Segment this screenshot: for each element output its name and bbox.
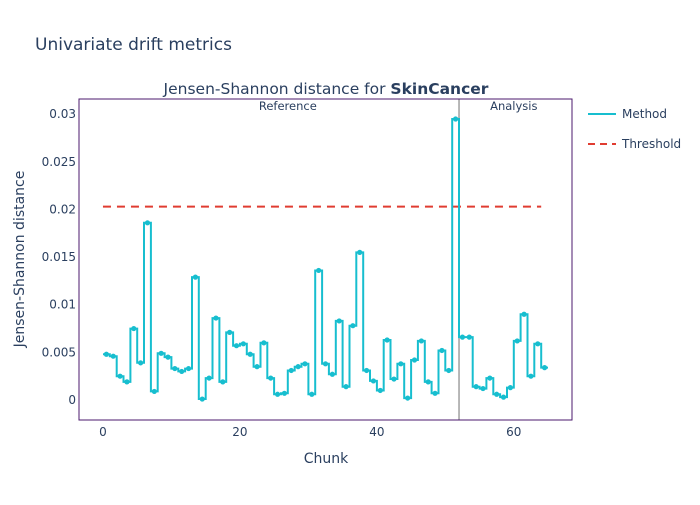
method-point: [192, 274, 199, 280]
method-point: [124, 379, 130, 385]
method-point: [542, 365, 548, 371]
method-point: [487, 375, 493, 381]
x-tick-label: 60: [506, 425, 521, 439]
y-tick-label: 0.005: [42, 345, 76, 359]
method-point: [295, 364, 301, 370]
method-point: [514, 338, 520, 344]
method-point: [206, 375, 212, 381]
method-point: [240, 341, 246, 347]
method-point: [500, 394, 507, 400]
x-tick-label: 40: [369, 425, 384, 439]
method-point: [377, 387, 383, 394]
x-axis-ticks: 0 20 40 60: [99, 425, 521, 439]
method-point: [117, 373, 123, 379]
method-point: [384, 337, 390, 343]
method-point: [480, 385, 486, 392]
method-point: [131, 325, 137, 332]
method-point: [247, 351, 253, 357]
method-point: [494, 391, 500, 397]
period-label-reference: Reference: [259, 99, 317, 113]
y-tick-label: 0: [68, 393, 76, 407]
legend: Method Threshold: [588, 107, 681, 151]
y-tick-label: 0.01: [49, 298, 76, 312]
method-point: [144, 220, 151, 226]
method-point: [446, 367, 452, 374]
method-point: [110, 353, 116, 359]
method-point: [309, 391, 315, 397]
method-point: [336, 318, 342, 324]
method-point: [261, 340, 267, 346]
method-point: [213, 315, 219, 321]
method-point: [398, 361, 404, 367]
method-point: [507, 385, 513, 391]
chart-title-prefix: Jensen-Shannon distance for: [163, 80, 391, 98]
method-point: [405, 395, 411, 401]
method-point: [363, 367, 370, 374]
y-tick-label: 0.03: [49, 107, 76, 121]
method-point: [329, 371, 335, 377]
method-series-line: [103, 118, 548, 400]
chart-title: Jensen-Shannon distance for SkinCancer: [163, 80, 489, 98]
method-point: [138, 360, 144, 366]
method-point: [172, 365, 178, 372]
method-point: [452, 116, 459, 122]
method-point: [302, 361, 308, 367]
y-tick-label: 0.015: [42, 250, 76, 264]
method-point: [411, 357, 418, 363]
method-point: [432, 390, 438, 396]
y-axis-title: Jensen-Shannon distance: [12, 171, 28, 349]
method-point: [179, 368, 185, 375]
method-point: [316, 267, 322, 274]
y-tick-label: 0.025: [42, 155, 76, 169]
method-point: [254, 364, 260, 370]
method-point: [158, 350, 164, 356]
method-point: [391, 376, 397, 382]
method-point: [233, 343, 240, 349]
method-point: [425, 379, 431, 385]
x-tick-label: 20: [232, 425, 247, 439]
method-point: [357, 249, 363, 255]
chart-title-bold: SkinCancer: [390, 80, 488, 98]
method-point: [343, 384, 349, 390]
y-tick-label: 0.02: [49, 202, 76, 216]
period-label-analysis: Analysis: [490, 99, 537, 113]
method-point: [535, 341, 541, 347]
method-point: [459, 334, 466, 340]
method-point: [151, 388, 157, 395]
plot-area: Reference Analysis: [102, 99, 548, 420]
method-point: [528, 373, 534, 379]
method-point: [185, 365, 192, 372]
method-point: [165, 354, 171, 360]
legend-threshold-label: Threshold: [621, 137, 681, 151]
method-point: [322, 361, 329, 367]
method-point: [274, 391, 281, 397]
method-point: [281, 390, 288, 396]
method-point: [227, 329, 233, 335]
method-point: [418, 338, 424, 344]
method-point: [199, 396, 205, 402]
method-point: [439, 347, 445, 354]
method-point: [466, 334, 472, 340]
legend-method-label: Method: [622, 107, 667, 121]
method-point: [473, 384, 479, 390]
y-axis-ticks: 0 0.005 0.01 0.015 0.02 0.025 0.03: [42, 107, 76, 407]
method-point: [220, 379, 226, 385]
method-point: [268, 375, 274, 381]
method-point: [370, 378, 377, 384]
page-title: Univariate drift metrics: [35, 35, 232, 55]
x-tick-label: 0: [99, 425, 107, 439]
method-point: [350, 323, 356, 329]
x-axis-title: Chunk: [304, 451, 349, 467]
method-point: [288, 367, 294, 374]
method-point: [521, 311, 527, 317]
method-point: [103, 351, 109, 357]
plot-frame: [78, 98, 573, 421]
